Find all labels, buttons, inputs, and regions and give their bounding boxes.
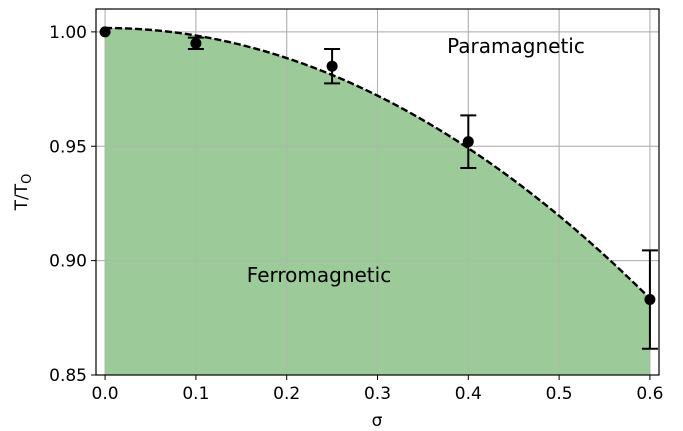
data-points (99, 26, 658, 350)
y-tick-label: 0.95 (49, 137, 87, 157)
y-axis-ticks: 0.85 0.90 0.95 1.00 (49, 23, 96, 386)
x-tick-label: 0.4 (455, 384, 482, 404)
x-axis-label: σ (372, 411, 383, 431)
data-point (326, 60, 338, 72)
y-tick-label: 0.85 (49, 366, 87, 386)
x-tick-label: 0.5 (546, 384, 573, 404)
y-tick-label: 1.00 (49, 23, 87, 43)
paramagnetic-label: Paramagnetic (447, 34, 585, 58)
y-axis-label-subscript: O (20, 174, 35, 184)
data-point (644, 294, 656, 306)
fit-curve-dashed (105, 26, 651, 300)
x-tick-label: 0.3 (364, 384, 391, 404)
y-tick-label: 0.90 (49, 252, 87, 272)
data-point (99, 26, 111, 38)
ferromagnetic-label: Ferromagnetic (247, 263, 391, 287)
x-axis-ticks: 0.0 0.1 0.2 0.3 0.4 0.5 0.6 (92, 375, 663, 404)
x-tick-label: 0.2 (273, 384, 300, 404)
data-point (462, 136, 474, 148)
data-point (190, 37, 202, 49)
y-axis-label-main: T/T (12, 183, 32, 211)
x-tick-label: 0.1 (182, 384, 209, 404)
y-axis-label: T/TO (12, 174, 35, 212)
x-tick-label: 0.0 (92, 384, 119, 404)
x-tick-label: 0.6 (636, 384, 663, 404)
